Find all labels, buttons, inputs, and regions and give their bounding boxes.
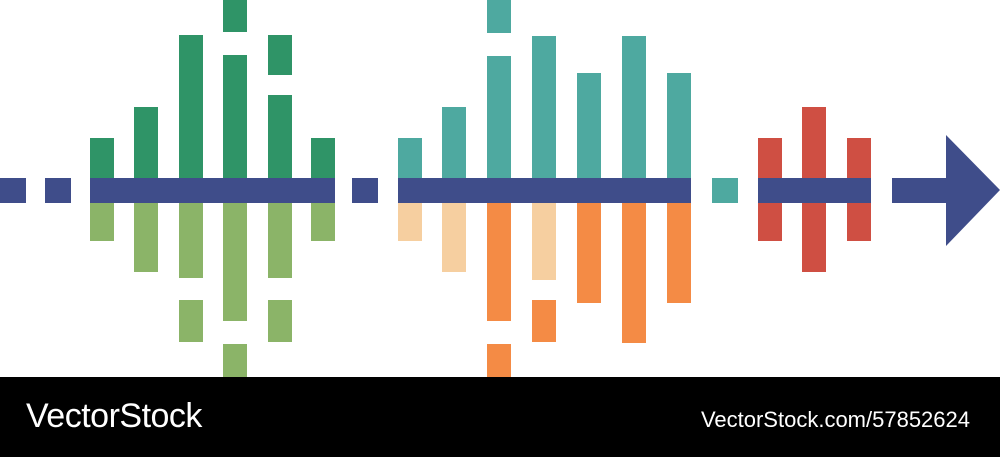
baseline-segment-45 <box>398 178 691 203</box>
sound-wave-artwork <box>0 0 1000 377</box>
footer-bar: VectorStock VectorStock.com/57852624 <box>0 377 1000 457</box>
baseline-dash-44 <box>352 178 378 203</box>
baseline-dash-42 <box>45 178 71 203</box>
wave-bar-lower-10 <box>223 203 247 321</box>
wave-bar-lower-38 <box>802 203 826 272</box>
wave-bar-lower-14 <box>268 203 292 278</box>
wave-bar-upper-12 <box>268 35 292 75</box>
image-id-text: VectorStock.com/57852624 <box>700 407 970 432</box>
arrow-right-icon <box>946 135 1000 246</box>
wave-bar-upper-35 <box>758 138 782 178</box>
wave-bar-upper-31 <box>622 36 646 178</box>
wave-bar-upper-29 <box>577 73 601 178</box>
wave-bar-upper-1 <box>90 138 114 178</box>
wave-bar-upper-9 <box>223 55 247 178</box>
wave-bar-lower-2 <box>90 203 114 241</box>
wave-bar-lower-36 <box>758 203 782 241</box>
wave-bar-lower-28 <box>532 300 556 342</box>
wave-bar-upper-39 <box>847 138 871 178</box>
wave-bar-upper-22 <box>487 0 511 33</box>
wave-bar-upper-37 <box>802 107 826 178</box>
arrow-shaft-48 <box>892 178 948 203</box>
baseline-segment-47 <box>758 178 871 203</box>
wave-bar-upper-23 <box>487 56 511 178</box>
wave-bar-upper-18 <box>398 138 422 178</box>
wave-bar-lower-15 <box>268 300 292 342</box>
wave-bar-lower-11 <box>223 344 247 377</box>
wave-bar-upper-26 <box>532 36 556 178</box>
wave-bar-lower-4 <box>134 203 158 272</box>
baseline-dash-teal-46 <box>712 178 738 203</box>
brand-logo-text: VectorStock <box>26 397 202 435</box>
wave-bar-lower-27 <box>532 203 556 280</box>
wave-bar-lower-34 <box>667 203 691 303</box>
baseline-dash-41 <box>0 178 26 203</box>
wave-bar-upper-13 <box>268 95 292 178</box>
wave-bar-lower-24 <box>487 203 511 321</box>
wave-bar-upper-16 <box>311 138 335 178</box>
wave-bar-upper-3 <box>134 107 158 178</box>
wave-bar-upper-5 <box>179 35 203 178</box>
wave-bar-lower-21 <box>442 203 466 272</box>
wave-bar-upper-33 <box>667 73 691 178</box>
wave-bar-lower-25 <box>487 344 511 377</box>
wave-bar-upper-8 <box>223 0 247 32</box>
wave-bar-lower-32 <box>622 203 646 343</box>
wave-bar-lower-40 <box>847 203 871 241</box>
wave-bar-lower-7 <box>179 300 203 342</box>
wave-bar-upper-20 <box>442 107 466 178</box>
wave-bar-lower-30 <box>577 203 601 303</box>
wave-bar-lower-19 <box>398 203 422 241</box>
wave-bar-lower-6 <box>179 203 203 278</box>
baseline-segment-43 <box>90 178 335 203</box>
wave-bar-lower-17 <box>311 203 335 241</box>
